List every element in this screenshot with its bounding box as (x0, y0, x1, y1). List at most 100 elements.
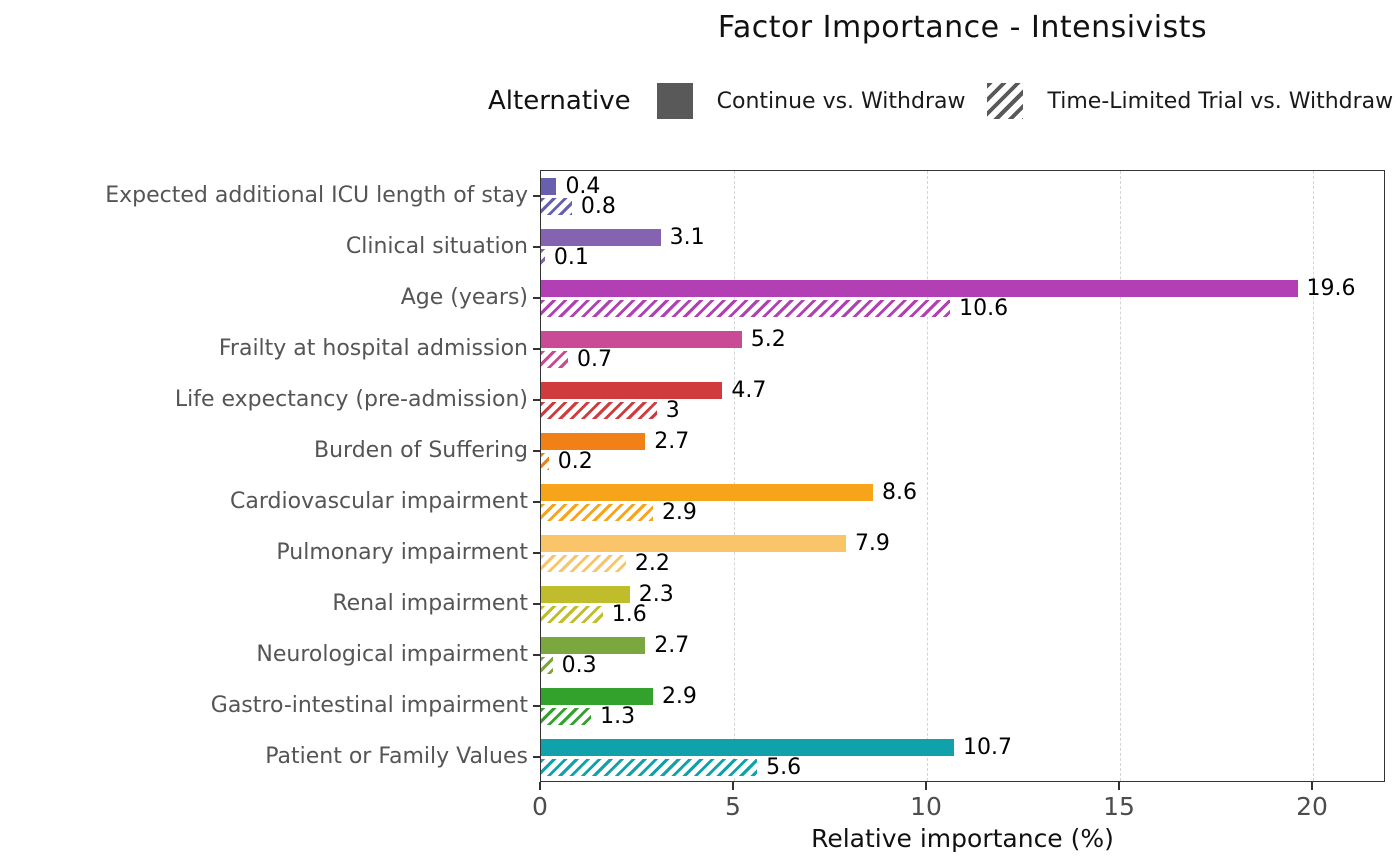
y-label-row: Frailty at hospital admission (0, 323, 540, 374)
gridline-x-5 (734, 171, 735, 781)
bar-solid-11 (541, 739, 955, 756)
value-label: 10.6 (959, 296, 1009, 321)
bar-hatched-1 (541, 249, 545, 266)
y-label-row: Gastro-intestinal impairment (0, 680, 540, 731)
value-label: 1.6 (611, 602, 647, 627)
gridline-x-10 (927, 171, 928, 781)
bar-row: 3.1 0.1 (541, 222, 1384, 273)
bar-solid-9 (541, 637, 646, 654)
category-label: Pulmonary impairment (276, 540, 528, 565)
bar-hatched-10 (541, 708, 592, 725)
bar-solid-5 (541, 433, 646, 450)
y-tick-mark (533, 245, 540, 248)
x-tick-mark (732, 782, 734, 790)
y-label-row: Renal impairment (0, 578, 540, 629)
y-label-row: Cardiovascular impairment (0, 476, 540, 527)
bar-solid-10 (541, 688, 653, 705)
y-label-row: Expected additional ICU length of stay (0, 170, 540, 221)
y-tick-mark (533, 653, 540, 656)
category-label: Gastro-intestinal impairment (210, 693, 528, 718)
legend-title: Alternative (488, 86, 631, 116)
bar-hatched-7 (541, 555, 626, 572)
gridline-x-20 (1313, 171, 1314, 781)
bar-row: 7.9 2.2 (541, 528, 1384, 579)
value-label: 0.2 (557, 449, 593, 474)
bar-hatched-2 (541, 300, 951, 317)
bar-hatched-9 (541, 657, 553, 674)
category-label: Renal impairment (332, 591, 528, 616)
value-label: 2.7 (654, 429, 690, 454)
value-label: 1.3 (600, 704, 636, 729)
value-label: 4.7 (731, 378, 767, 403)
bar-row: 19.6 10.6 (541, 273, 1384, 324)
y-tick-mark (533, 755, 540, 758)
x-tick-mark (925, 782, 927, 790)
x-tick-label: 15 (1103, 792, 1135, 821)
legend: Alternative Continue vs. Withdraw Time-L… (488, 78, 1400, 124)
y-label-row: Life expectancy (pre-admission) (0, 374, 540, 425)
bar-solid-3 (541, 331, 742, 348)
value-label: 10.7 (963, 735, 1012, 760)
chart-panel: 0.4 0.8 3.1 0.1 19.6 10.6 5.2 0.7 4.7 3 2.7 0.2 8.6 2… (540, 170, 1385, 782)
value-label: 0.1 (553, 245, 589, 270)
category-label: Clinical situation (345, 234, 528, 259)
bar-row: 0.4 0.8 (541, 171, 1384, 222)
x-tick-label: 5 (725, 792, 741, 821)
legend-swatch-solid-icon (656, 83, 693, 119)
bar-row: 4.7 3 (541, 375, 1384, 426)
y-tick-mark (533, 602, 540, 605)
bar-row: 8.6 2.9 (541, 477, 1384, 528)
value-label: 0.8 (580, 194, 616, 219)
y-label-row: Pulmonary impairment (0, 527, 540, 578)
value-label: 5.6 (766, 755, 802, 780)
x-tick-mark (539, 782, 541, 790)
bar-hatched-6 (541, 504, 653, 521)
bar-row: 10.7 5.6 (541, 732, 1384, 783)
bar-solid-8 (541, 586, 630, 603)
bar-row: 2.7 0.3 (541, 630, 1384, 681)
y-label-row: Neurological impairment (0, 629, 540, 680)
category-label: Patient or Family Values (265, 744, 528, 769)
page-title: Factor Importance - Intensivists (717, 10, 1208, 45)
value-label: 19.6 (1306, 276, 1356, 301)
y-tick-mark (533, 347, 540, 350)
value-label: 2.2 (634, 551, 670, 576)
value-label: 2.9 (661, 500, 697, 525)
y-tick-mark (533, 500, 540, 503)
bar-hatched-8 (541, 606, 603, 623)
y-label-row: Clinical situation (0, 221, 540, 272)
bar-row: 2.7 0.2 (541, 426, 1384, 477)
bar-solid-4 (541, 382, 723, 399)
category-label: Frailty at hospital admission (218, 336, 528, 361)
x-axis-title: Relative importance (%) (811, 824, 1114, 853)
x-tick-mark (1118, 782, 1120, 790)
bar-row: 2.9 1.3 (541, 681, 1384, 732)
value-label: 7.9 (854, 531, 890, 556)
value-label: 3.1 (669, 225, 705, 250)
value-label: 0.7 (577, 347, 613, 372)
bar-solid-0 (541, 178, 557, 195)
value-label: 2.3 (638, 582, 674, 607)
bar-row: 2.3 1.6 (541, 579, 1384, 630)
y-axis-labels: Expected additional ICU length of stay Cl… (0, 170, 540, 782)
bar-hatched-3 (541, 351, 569, 368)
legend-swatch-hatched-icon (987, 83, 1024, 119)
bar-solid-1 (541, 229, 661, 246)
value-label: 5.2 (750, 327, 786, 352)
y-tick-mark (533, 704, 540, 707)
value-label: 0.3 (561, 653, 597, 678)
legend-item-continue: Continue vs. Withdraw (716, 88, 966, 114)
x-tick-mark (1311, 782, 1313, 790)
y-label-row: Patient or Family Values (0, 731, 540, 782)
bar-row: 5.2 0.7 (541, 324, 1384, 375)
x-tick-label: 10 (910, 792, 942, 821)
bar-solid-6 (541, 484, 873, 501)
y-tick-mark (533, 398, 540, 401)
category-label: Life expectancy (pre-admission) (174, 387, 528, 412)
y-tick-mark (533, 551, 540, 554)
category-label: Neurological impairment (256, 642, 528, 667)
y-tick-mark (533, 449, 540, 452)
x-tick-label: 20 (1296, 792, 1328, 821)
bar-hatched-5 (541, 453, 549, 470)
bar-hatched-0 (541, 198, 572, 215)
